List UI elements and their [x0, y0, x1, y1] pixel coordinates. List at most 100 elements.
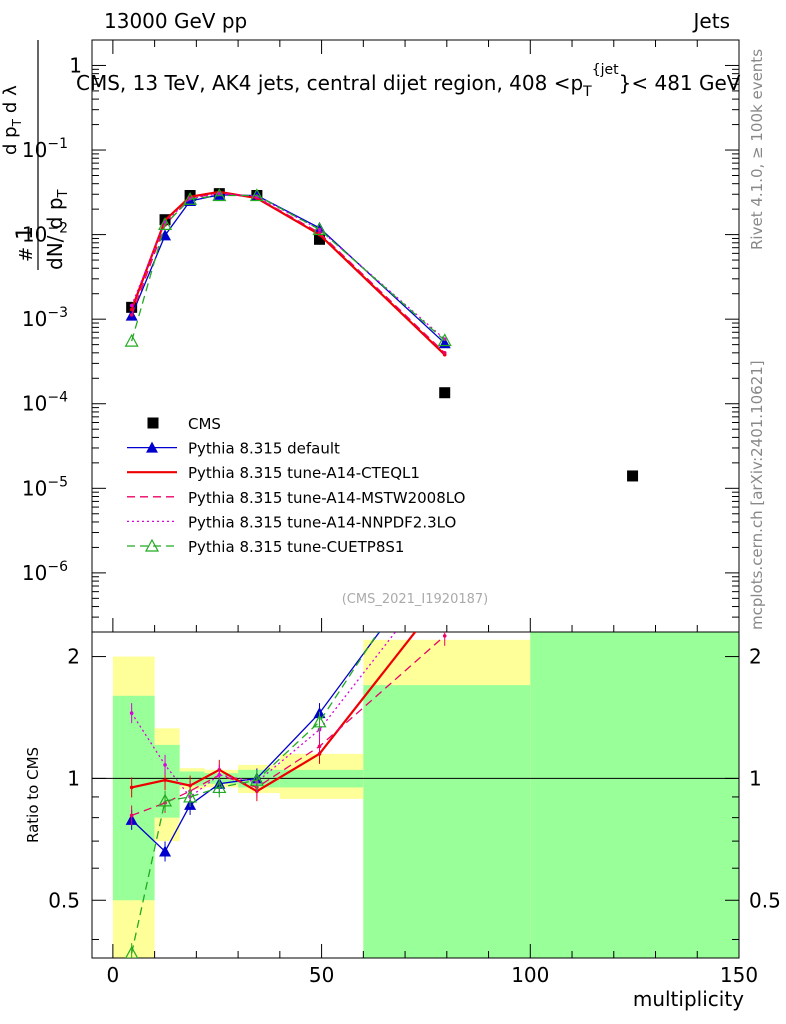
main-axes: 110−110−210−310−410−510−6 [22, 39, 740, 633]
svg-text:#: # [16, 247, 37, 262]
ratio-point [158, 793, 173, 807]
legend-label: Pythia 8.315 tune-A14-CTEQL1 [188, 464, 420, 482]
x-axis-label: multiplicity [633, 987, 744, 1011]
legend-label: Pythia 8.315 tune-A14-MSTW2008LO [188, 489, 465, 507]
data-point [158, 217, 173, 231]
ratio-y-tick-label: 1 [67, 766, 80, 790]
ratio-point [125, 945, 139, 958]
green-band [112, 695, 155, 901]
data-point [317, 231, 322, 235]
data-point [183, 191, 198, 205]
svg-text:dN/ d pT: dN/ d pT [43, 189, 71, 270]
x-tick-label: 0 [107, 963, 120, 987]
data-point [442, 351, 447, 355]
ratio-point [129, 813, 134, 818]
main-ylabel: # 1 dN/ d pT # d²N d pTd λ [0, 40, 71, 270]
ratio-ylabel: Ratio to CMS [24, 747, 42, 843]
data-point [627, 470, 639, 482]
legend-marker [144, 538, 160, 552]
data-point [439, 387, 451, 399]
y-tick-base: 10 [22, 307, 47, 331]
y-tick-label: 10−6 [22, 559, 68, 585]
main-series-group [124, 188, 639, 482]
series-4 [129, 191, 447, 341]
main-title: CMS, 13 TeV, AK4 jets, central dijet reg… [76, 62, 741, 100]
y-tick-base: 10 [22, 223, 47, 247]
ratio-point [312, 714, 327, 728]
ratio-y-tick-label-right: 0.5 [749, 888, 781, 912]
y-tick-base: 10 [22, 392, 47, 416]
ratio-point [442, 634, 447, 638]
ratio-point [249, 772, 264, 786]
category-label: Jets [692, 9, 730, 33]
data-point [313, 233, 325, 245]
legend-marker [146, 441, 158, 453]
ratio-point [129, 785, 134, 790]
legend-label: Pythia 8.315 default [188, 440, 340, 458]
x-tick-label: 50 [309, 963, 334, 987]
data-point [124, 333, 139, 347]
data-point [129, 303, 134, 308]
y-tick-label: 10−1 [22, 136, 68, 162]
y-tick-base: 10 [22, 561, 47, 585]
series-0 [126, 188, 639, 482]
ratio-point [212, 780, 227, 794]
y-tick-exponent: −1 [47, 136, 68, 152]
y-tick-label: 10−2 [22, 221, 68, 247]
ratio-point [159, 845, 172, 857]
legend-entry: Pythia 8.315 default [127, 440, 340, 458]
x-tick-label: 100 [511, 963, 549, 987]
ratio-point [129, 711, 134, 715]
ratio-y-tick-label-right: 1 [749, 766, 762, 790]
series-3 [129, 191, 447, 355]
y-tick-label: 10−5 [22, 474, 68, 500]
y-tick-exponent: −3 [47, 305, 68, 321]
data-point [437, 333, 452, 347]
ratio-axes: 0.5 0.5 1 1 2 2 0 50 100 150 [48, 645, 781, 987]
legend-entry: Pythia 8.315 tune-A14-CTEQL1 [127, 464, 420, 482]
y-tick-base: 10 [22, 138, 47, 162]
ratio-y-tick-label-right: 2 [749, 645, 762, 669]
y-tick-label: 1 [69, 53, 82, 77]
ratio-y-tick-label: 0.5 [48, 888, 80, 912]
y-tick-exponent: −6 [47, 559, 68, 575]
legend: CMS Pythia 8.315 default Pythia 8.315 tune… [127, 415, 465, 556]
legend-marker [147, 417, 159, 429]
x-tick-label: 150 [720, 963, 758, 987]
legend-label: CMS [188, 415, 221, 433]
legend-entry: CMS [147, 415, 221, 433]
data-point [312, 222, 327, 236]
green-band [530, 632, 739, 958]
data-point [129, 313, 134, 317]
legend-label: Pythia 8.315 tune-A14-NNPDF2.3LO [188, 513, 456, 531]
y-tick-exponent: −2 [47, 221, 68, 237]
ratio-point [163, 778, 167, 782]
svg-text:d pTd λ: d pTd λ [0, 85, 24, 155]
data-point [249, 188, 264, 202]
svg-text:1: 1 [13, 226, 38, 240]
ratio-y-tick-label: 2 [67, 645, 80, 669]
green-band [363, 685, 531, 958]
y-tick-label: 10−3 [22, 305, 68, 331]
y-tick-exponent: −4 [47, 390, 68, 406]
ratio-point [183, 789, 198, 803]
analysis-id: (CMS_2021_I1920187) [342, 592, 489, 607]
legend-label: Pythia 8.315 tune-CUETP8S1 [188, 538, 404, 556]
legend-entry: Pythia 8.315 tune-CUETP8S1 [127, 538, 404, 556]
y-tick-label: 10−4 [22, 390, 68, 416]
ratio-series-group [125, 632, 447, 958]
ratio-series-4 [125, 632, 380, 958]
y-tick-exponent: −5 [47, 474, 68, 490]
legend-entry: Pythia 8.315 tune-A14-MSTW2008LO [127, 489, 465, 507]
data-point [212, 188, 227, 202]
legend-entry: Pythia 8.315 tune-A14-NNPDF2.3LO [127, 513, 456, 531]
data-point [129, 307, 134, 312]
series-line [131, 194, 446, 342]
data-point [159, 229, 172, 241]
ratio-point [217, 773, 222, 777]
rivet-version-label: Rivet 4.1.0, ≥ 100k events [748, 49, 766, 250]
ratio-point [317, 744, 322, 749]
source-label: mcplots.cern.ch [arXiv:2401.10621] [748, 360, 766, 630]
series-5 [124, 188, 452, 347]
